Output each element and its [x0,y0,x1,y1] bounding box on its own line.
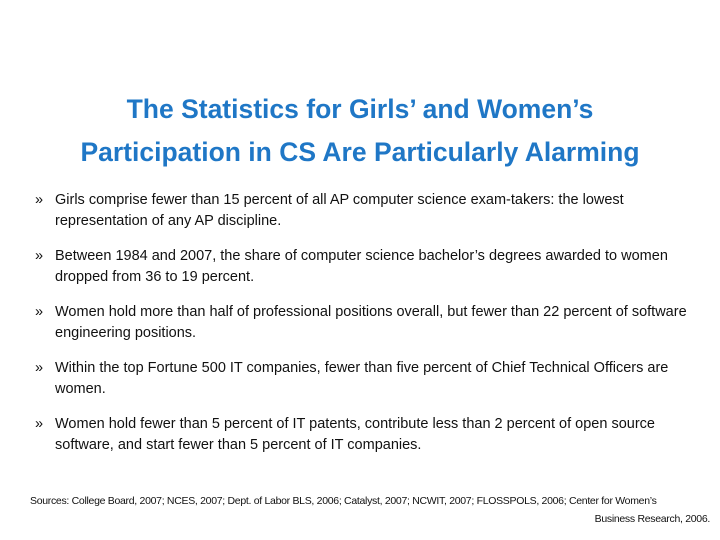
bullet-text-3: Women hold more than half of professiona… [55,304,687,341]
slide-title: The Statistics for Girls’ and Women’s Pa… [20,88,700,174]
bullet-text-2: Between 1984 and 2007, the share of comp… [55,248,668,285]
bullet-item-5: » Women hold fewer than 5 percent of IT … [33,414,688,456]
bullet-item-3: » Women hold more than half of professio… [33,302,688,344]
sources-line-1: Sources: College Board, 2007; NCES, 2007… [30,495,657,507]
bullet-text-1: Girls comprise fewer than 15 percent of … [55,192,624,229]
bullet-marker-icon: » [35,192,44,208]
bullet-text-5: Women hold fewer than 5 percent of IT pa… [55,416,655,453]
slide-title-line-1: The Statistics for Girls’ and Women’s [126,94,594,124]
bullet-item-2: » Between 1984 and 2007, the share of co… [33,246,688,288]
sources-citation: Sources: College Board, 2007; NCES, 2007… [30,492,710,528]
bullet-text-4: Within the top Fortune 500 IT companies,… [55,360,669,397]
bullet-list: » Girls comprise fewer than 15 percent o… [33,190,688,470]
sources-line-2: Business Research, 2006. [594,513,711,525]
bullet-marker-icon: » [35,416,44,432]
slide-title-line-2: Participation in CS Are Particularly Ala… [80,137,640,167]
bullet-marker-icon: » [35,304,44,320]
bullet-item-1: » Girls comprise fewer than 15 percent o… [33,190,688,232]
bullet-item-4: » Within the top Fortune 500 IT companie… [33,358,688,400]
bullet-marker-icon: » [35,360,44,376]
bullet-marker-icon: » [35,248,44,264]
